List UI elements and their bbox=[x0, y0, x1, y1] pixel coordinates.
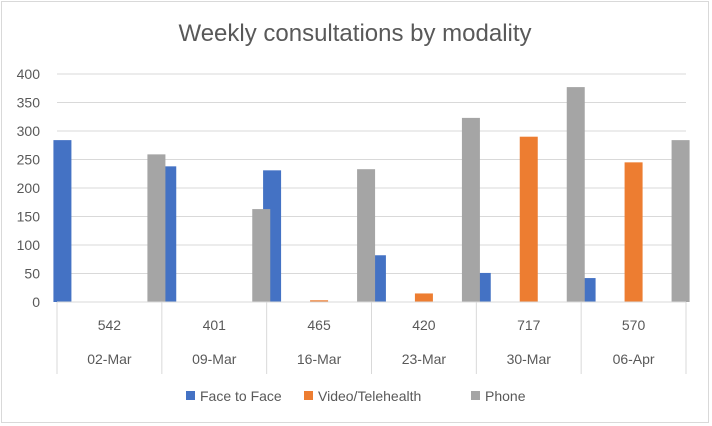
legend-swatch bbox=[186, 391, 195, 400]
bar bbox=[53, 140, 72, 302]
bar bbox=[414, 293, 433, 302]
bar bbox=[310, 300, 329, 302]
y-tick-label: 100 bbox=[17, 237, 41, 253]
bar bbox=[147, 154, 166, 302]
legend-label: Phone bbox=[485, 388, 526, 404]
legend-swatch bbox=[304, 391, 313, 400]
chart-title: Weekly consultations by modality bbox=[178, 20, 531, 47]
bar bbox=[671, 140, 690, 302]
bar bbox=[624, 162, 643, 302]
y-tick-label: 250 bbox=[17, 152, 41, 168]
bar bbox=[566, 87, 585, 302]
legend-swatch bbox=[471, 391, 480, 400]
bar bbox=[519, 136, 538, 302]
x-tick-label: 16-Mar bbox=[297, 351, 342, 367]
legend-label: Video/Telehealth bbox=[318, 388, 421, 404]
category-total-label: 401 bbox=[203, 317, 227, 333]
category-total-label: 570 bbox=[622, 317, 646, 333]
x-tick-label: 23-Mar bbox=[402, 351, 447, 367]
category-total-label: 465 bbox=[307, 317, 331, 333]
bar bbox=[252, 209, 271, 302]
y-axis-tick-labels: 0 50 100 150 200 250 300 350 400 bbox=[17, 66, 41, 310]
bars bbox=[53, 87, 690, 302]
x-tick-label: 06-Apr bbox=[613, 351, 655, 367]
bar bbox=[357, 169, 376, 302]
category-total-label: 717 bbox=[517, 317, 541, 333]
y-tick-label: 400 bbox=[17, 66, 41, 82]
legend: Face to Face Video/Telehealth Phone bbox=[186, 388, 526, 404]
legend-label: Face to Face bbox=[200, 388, 282, 404]
y-tick-label: 150 bbox=[17, 209, 41, 225]
y-tick-label: 300 bbox=[17, 123, 41, 139]
category-total-label: 420 bbox=[412, 317, 436, 333]
category-table: 542 02-Mar 401 09-Mar 465 16-Mar 420 23-Mar 717 3… bbox=[56, 301, 687, 374]
y-tick-label: 200 bbox=[17, 180, 41, 196]
category-total-label: 542 bbox=[98, 317, 122, 333]
x-tick-label: 09-Mar bbox=[192, 351, 237, 367]
x-tick-label: 02-Mar bbox=[87, 351, 132, 367]
y-tick-label: 50 bbox=[24, 266, 40, 282]
bar bbox=[461, 117, 480, 302]
y-tick-label: 0 bbox=[32, 294, 40, 310]
y-tick-label: 350 bbox=[17, 95, 41, 111]
x-tick-label: 30-Mar bbox=[507, 351, 552, 367]
